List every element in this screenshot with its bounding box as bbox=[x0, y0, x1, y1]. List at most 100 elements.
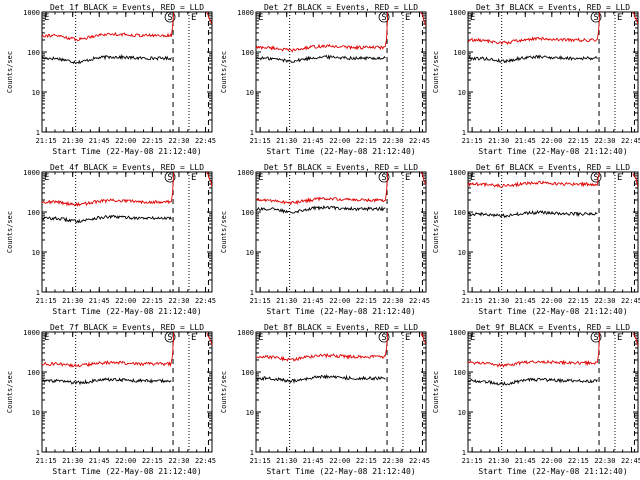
panel-title: Det 1f BLACK = Events, RED = LLD bbox=[50, 3, 204, 12]
x-tick-label: 21:15 bbox=[36, 457, 57, 465]
left-marker-label: E bbox=[44, 13, 49, 23]
x-axis-label: Start Time (22-May-08 21:12:40) bbox=[52, 467, 201, 476]
panel-title: Det 5f BLACK = Events, RED = LLD bbox=[264, 163, 418, 172]
x-tick-label: 21:45 bbox=[303, 137, 324, 145]
y-tick-label: 100 bbox=[27, 369, 40, 377]
x-tick-label: 21:15 bbox=[462, 137, 483, 145]
left-marker-label: E bbox=[470, 13, 475, 23]
panel-det-7: Det 7f BLACK = Events, RED = LLD Counts/s… bbox=[6, 323, 216, 476]
x-axis-label: Start Time (22-May-08 21:12:40) bbox=[52, 307, 201, 316]
plot-frame bbox=[467, 171, 639, 293]
x-tick-label: 22:45 bbox=[621, 457, 640, 465]
series-lld-tail bbox=[420, 12, 427, 26]
y-tick-label: 10 bbox=[32, 89, 40, 97]
y-tick-label: 1000 bbox=[449, 329, 466, 337]
panel-det-6: Det 6f BLACK = Events, RED = LLD Counts/s… bbox=[432, 163, 640, 316]
y-tick-label: 100 bbox=[453, 209, 466, 217]
panel-det-8: Det 8f BLACK = Events, RED = LLD Counts/s… bbox=[220, 323, 430, 476]
marker-s-circle bbox=[378, 171, 390, 183]
plot-frame bbox=[255, 171, 427, 293]
x-axis-label: Start Time (22-May-08 21:12:40) bbox=[266, 307, 415, 316]
series-events bbox=[467, 54, 598, 64]
y-tick-label: 100 bbox=[27, 49, 40, 57]
y-tick-label: 1 bbox=[462, 129, 466, 137]
x-tick-label: 21:15 bbox=[250, 297, 271, 305]
x-tick-label: 21:30 bbox=[488, 457, 509, 465]
panel-title: Det 9f BLACK = Events, RED = LLD bbox=[476, 323, 630, 332]
marker-s-circle bbox=[164, 171, 176, 183]
panel-title: Det 3f BLACK = Events, RED = LLD bbox=[476, 3, 630, 12]
x-tick-label: 22:00 bbox=[329, 137, 350, 145]
y-axis-label: Counts/sec bbox=[6, 371, 14, 413]
marker-s-circle bbox=[590, 331, 602, 343]
marker-label-s: S bbox=[381, 333, 386, 343]
y-axis-label: Counts/sec bbox=[220, 51, 228, 93]
series-events bbox=[255, 204, 386, 214]
x-tick-label: 22:30 bbox=[594, 137, 615, 145]
series-events bbox=[467, 377, 598, 386]
x-tick-label: 22:00 bbox=[541, 297, 562, 305]
panel-title: Det 4f BLACK = Events, RED = LLD bbox=[50, 163, 204, 172]
x-tick-label: 22:15 bbox=[142, 137, 163, 145]
series-lld-tail bbox=[632, 172, 639, 188]
left-marker-label: E bbox=[470, 333, 475, 343]
x-tick-label: 22:15 bbox=[568, 297, 589, 305]
series-events bbox=[41, 377, 172, 386]
x-tick-label: 21:15 bbox=[36, 297, 57, 305]
series-lld bbox=[467, 331, 601, 368]
marker-s-circle bbox=[378, 11, 390, 23]
panel-title: Det 6f BLACK = Events, RED = LLD bbox=[476, 163, 630, 172]
marker-s-circle bbox=[590, 171, 602, 183]
y-tick-label: 10 bbox=[246, 409, 254, 417]
y-tick-label: 100 bbox=[453, 369, 466, 377]
series-lld bbox=[41, 11, 175, 42]
x-tick-label: 22:00 bbox=[541, 457, 562, 465]
plot-frame bbox=[41, 11, 213, 133]
panel-det-1: Det 1f BLACK = Events, RED = LLD Counts/s… bbox=[6, 3, 216, 156]
series-lld-tail bbox=[420, 332, 427, 344]
y-tick-label: 100 bbox=[453, 49, 466, 57]
y-tick-label: 100 bbox=[27, 209, 40, 217]
marker-s-circle bbox=[378, 331, 390, 343]
marker-label-s: S bbox=[593, 173, 598, 183]
marker-label-e: E bbox=[405, 173, 410, 183]
left-marker-label: E bbox=[44, 173, 49, 183]
marker-label-e: E bbox=[405, 333, 410, 343]
x-tick-label: 22:30 bbox=[382, 137, 403, 145]
y-tick-label: 1000 bbox=[449, 169, 466, 177]
x-tick-label: 21:45 bbox=[515, 457, 536, 465]
series-lld-tail bbox=[206, 172, 213, 187]
marker-label-s: S bbox=[381, 13, 386, 23]
y-tick-label: 1000 bbox=[23, 9, 40, 17]
x-tick-label: 22:00 bbox=[329, 297, 350, 305]
series-lld bbox=[255, 331, 389, 362]
marker-s-circle bbox=[590, 11, 602, 23]
marker-s-circle bbox=[164, 331, 176, 343]
series-lld bbox=[467, 171, 601, 189]
x-tick-label: 22:45 bbox=[195, 457, 216, 465]
x-tick-label: 22:30 bbox=[594, 297, 615, 305]
marker-label-e: E bbox=[191, 173, 196, 183]
series-events bbox=[255, 54, 386, 64]
x-tick-label: 21:15 bbox=[36, 137, 57, 145]
series-lld bbox=[467, 11, 601, 46]
x-tick-label: 21:45 bbox=[89, 297, 110, 305]
series-lld bbox=[255, 11, 389, 53]
panel-det-3: Det 3f BLACK = Events, RED = LLD Counts/s… bbox=[432, 3, 640, 156]
marker-label-s: S bbox=[593, 333, 598, 343]
y-tick-label: 1 bbox=[36, 129, 40, 137]
x-tick-label: 22:45 bbox=[409, 297, 430, 305]
series-lld-tail bbox=[632, 12, 639, 25]
x-tick-label: 21:30 bbox=[276, 457, 297, 465]
y-tick-label: 100 bbox=[241, 49, 254, 57]
y-tick-label: 10 bbox=[246, 249, 254, 257]
x-tick-label: 22:45 bbox=[409, 137, 430, 145]
marker-label-e: E bbox=[617, 173, 622, 183]
y-tick-label: 10 bbox=[32, 409, 40, 417]
x-tick-label: 21:30 bbox=[62, 457, 83, 465]
x-tick-label: 22:00 bbox=[115, 297, 136, 305]
marker-label-s: S bbox=[167, 333, 172, 343]
x-tick-label: 22:00 bbox=[115, 137, 136, 145]
panel-title: Det 7f BLACK = Events, RED = LLD bbox=[50, 323, 204, 332]
